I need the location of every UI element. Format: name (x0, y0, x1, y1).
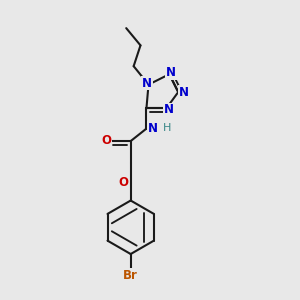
Text: Br: Br (123, 269, 138, 282)
Text: O: O (101, 134, 111, 147)
Text: N: N (142, 76, 152, 90)
Text: N: N (164, 103, 174, 116)
Text: N: N (166, 66, 176, 79)
Text: O: O (118, 176, 128, 189)
Text: N: N (178, 85, 189, 98)
Text: N: N (148, 122, 158, 134)
Text: H: H (163, 123, 171, 133)
